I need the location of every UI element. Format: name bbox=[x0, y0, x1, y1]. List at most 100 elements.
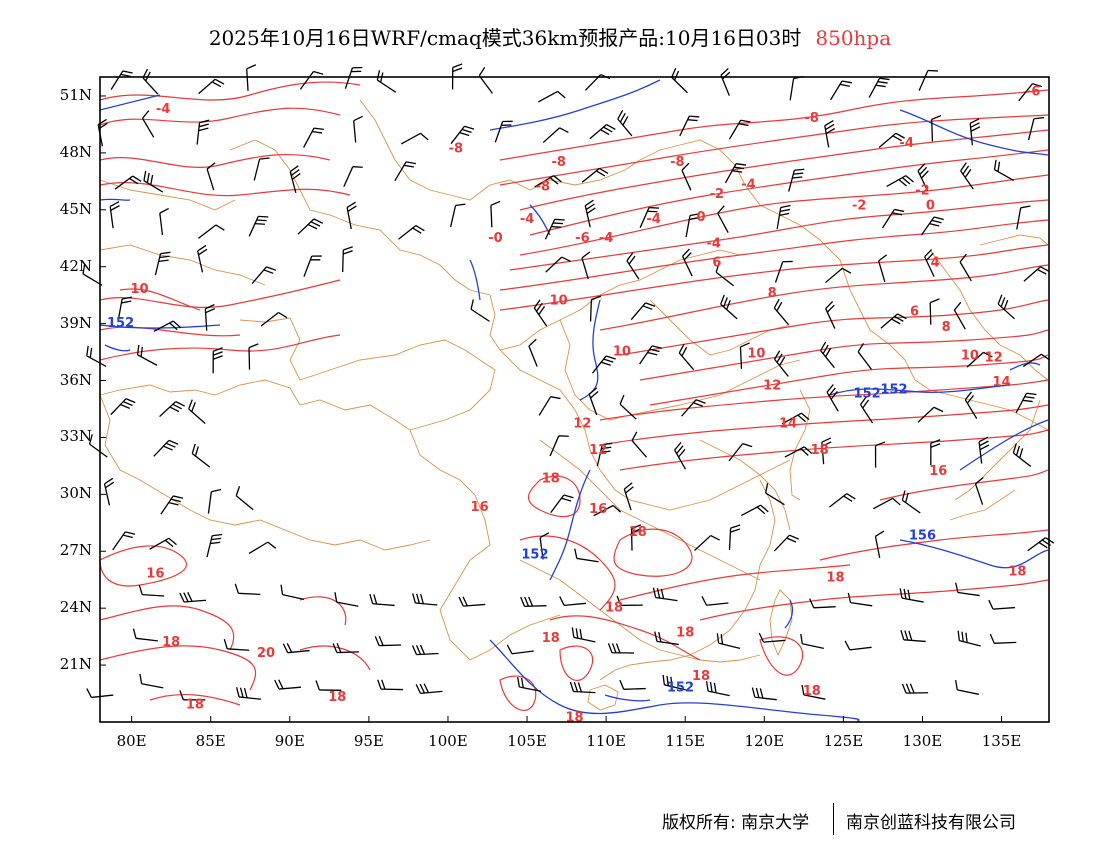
wind-barb bbox=[616, 595, 643, 607]
wind-barb bbox=[874, 441, 886, 468]
wind-barb bbox=[917, 406, 944, 423]
wind-barb bbox=[103, 477, 115, 506]
wind-barb bbox=[153, 320, 182, 332]
height-label: 152 bbox=[521, 548, 548, 563]
wind-barb bbox=[993, 159, 1014, 182]
wind-barbs bbox=[82, 63, 1055, 701]
temperature-label: 8 bbox=[942, 320, 951, 335]
lon-label: 110E bbox=[586, 732, 626, 750]
wind-barb bbox=[377, 679, 404, 691]
wind-barb bbox=[924, 249, 935, 277]
wind-barb bbox=[274, 679, 301, 690]
temperature-label: -8 bbox=[551, 155, 565, 170]
temperature-label: 16 bbox=[146, 567, 164, 582]
wind-barb bbox=[671, 67, 688, 94]
temperature-label: -4 bbox=[899, 136, 913, 151]
wind-barb bbox=[901, 683, 929, 694]
wind-barb bbox=[781, 412, 810, 425]
temperature-label: 18 bbox=[605, 601, 623, 616]
wind-barb bbox=[830, 80, 853, 101]
wind-barb bbox=[705, 681, 730, 697]
wind-barb bbox=[114, 175, 142, 190]
wind-barb bbox=[678, 343, 695, 371]
wind-barb bbox=[960, 162, 974, 190]
wind-barb bbox=[376, 70, 397, 93]
temperature-label: -8 bbox=[670, 155, 684, 170]
wind-barb bbox=[344, 66, 363, 89]
footer-separator bbox=[833, 803, 834, 835]
wind-barb bbox=[520, 596, 547, 608]
wind-barb bbox=[591, 355, 616, 374]
temperature-label: 10 bbox=[613, 345, 631, 360]
wind-barb bbox=[1012, 443, 1032, 467]
temperature-label: 10 bbox=[961, 348, 979, 363]
wind-barb bbox=[878, 254, 888, 283]
lon-label: 130E bbox=[902, 732, 943, 750]
wind-barb bbox=[470, 299, 490, 322]
wind-barb bbox=[715, 262, 734, 287]
temperature-label: 8 bbox=[768, 286, 777, 301]
lon-label: 80E bbox=[116, 732, 147, 750]
wind-barb bbox=[825, 300, 836, 329]
wind-barb bbox=[159, 401, 185, 418]
wind-barb bbox=[899, 588, 924, 603]
wind-barb bbox=[630, 302, 656, 321]
wind-barb bbox=[728, 119, 751, 140]
wind-barb bbox=[589, 123, 616, 140]
lon-label: 120E bbox=[744, 732, 785, 750]
wind-barb bbox=[332, 642, 359, 654]
wind-barb bbox=[751, 687, 777, 701]
wind-barb bbox=[574, 548, 599, 563]
wind-barb bbox=[299, 70, 324, 90]
wind-barb bbox=[828, 493, 856, 508]
temperature-label: 14 bbox=[993, 375, 1011, 390]
temperature-label: -2 bbox=[852, 199, 866, 214]
wind-barb bbox=[346, 201, 357, 230]
wind-barb bbox=[280, 584, 305, 601]
wind-barb bbox=[109, 201, 120, 229]
wind-barb bbox=[662, 674, 686, 691]
lon-label: 90E bbox=[274, 732, 305, 750]
wind-barb bbox=[969, 118, 981, 146]
temperature-label: 16 bbox=[589, 502, 607, 517]
temperature-label: 6 bbox=[910, 305, 919, 320]
wind-barb bbox=[844, 640, 872, 651]
temperature-label: 12 bbox=[985, 350, 1003, 365]
wind-barb bbox=[88, 434, 108, 458]
wind-barb bbox=[490, 200, 501, 228]
wind-barb bbox=[728, 524, 741, 551]
temperature-label: 18 bbox=[803, 684, 821, 699]
wind-barb bbox=[154, 251, 171, 276]
wind-barb bbox=[878, 132, 905, 148]
wind-barb bbox=[153, 439, 179, 457]
wind-barb bbox=[674, 441, 687, 470]
wind-barb bbox=[596, 442, 613, 467]
wind-barb bbox=[681, 162, 692, 191]
wind-barb bbox=[110, 398, 136, 416]
temperature-label: 18 bbox=[186, 697, 204, 712]
wind-barb bbox=[584, 199, 596, 228]
map-frame bbox=[99, 76, 1050, 723]
lat-label: 30N bbox=[59, 484, 92, 503]
wind-barb bbox=[411, 644, 439, 656]
wind-barb bbox=[917, 163, 929, 192]
wind-barb bbox=[821, 437, 832, 465]
wind-barb bbox=[589, 295, 602, 322]
wind-barb bbox=[1018, 83, 1043, 102]
wind-barb bbox=[1023, 266, 1050, 282]
wind-barb bbox=[139, 673, 164, 689]
wind-barb bbox=[160, 495, 184, 515]
wind-barb bbox=[246, 64, 257, 91]
wind-barb bbox=[142, 68, 159, 95]
wind-barb bbox=[197, 244, 208, 273]
wind-barb bbox=[900, 630, 926, 643]
wind-barb bbox=[989, 633, 1017, 644]
temperature-label: -2 bbox=[710, 187, 724, 202]
lat-label: 24N bbox=[59, 598, 92, 617]
wind-barb bbox=[251, 266, 277, 285]
wind-barb bbox=[234, 583, 261, 596]
wind-barb bbox=[694, 534, 720, 551]
temperature-label: 12 bbox=[763, 379, 781, 394]
wind-barb bbox=[630, 524, 642, 551]
pressure-level: 850hpa bbox=[815, 26, 892, 50]
